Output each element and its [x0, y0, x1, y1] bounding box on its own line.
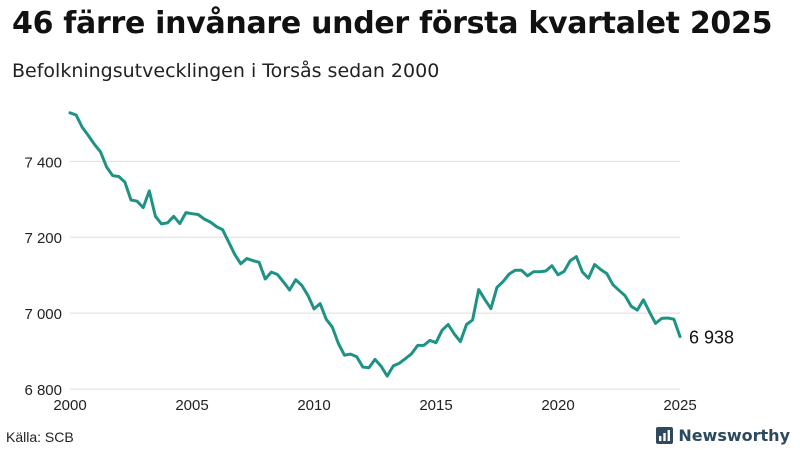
x-tick-label: 2020	[541, 397, 574, 414]
grid-lines	[70, 160, 680, 390]
data-labels: 6 938	[689, 328, 734, 348]
bar-chart-icon	[656, 427, 674, 444]
y-tick-label: 7 000	[24, 306, 62, 323]
y-tick-label: 7 200	[24, 230, 62, 247]
source-note: Källa: SCB	[6, 429, 74, 445]
brand-logo: Newsworthy	[656, 426, 790, 445]
series-group	[68, 111, 682, 378]
x-tick-label: 2015	[419, 397, 452, 414]
x-tick-label: 2005	[175, 397, 208, 414]
x-tick-label: 2010	[297, 397, 330, 414]
x-tick-label: 2000	[53, 397, 86, 414]
brand-name: Newsworthy	[678, 426, 790, 445]
y-tick-label: 7 400	[24, 154, 62, 171]
series-line	[68, 111, 682, 378]
x-tick-label: 2025	[663, 397, 696, 414]
y-axis-ticks: 6 800 7 000 7 200 7 400	[24, 154, 62, 399]
chart-subtitle: Befolkningsutvecklingen i Torsås sedan 2…	[12, 60, 440, 82]
line-chart: 6 800 7 000 7 200 7 400 2000 2005 2010 2015 202…	[24, 111, 734, 414]
end-value-label: 6 938	[689, 328, 734, 348]
chart-title: 46 färre invånare under första kvartalet…	[12, 6, 773, 41]
y-tick-label: 6 800	[24, 382, 62, 399]
x-axis-ticks: 2000 2005 2010 2015 2020 2025	[53, 397, 696, 414]
